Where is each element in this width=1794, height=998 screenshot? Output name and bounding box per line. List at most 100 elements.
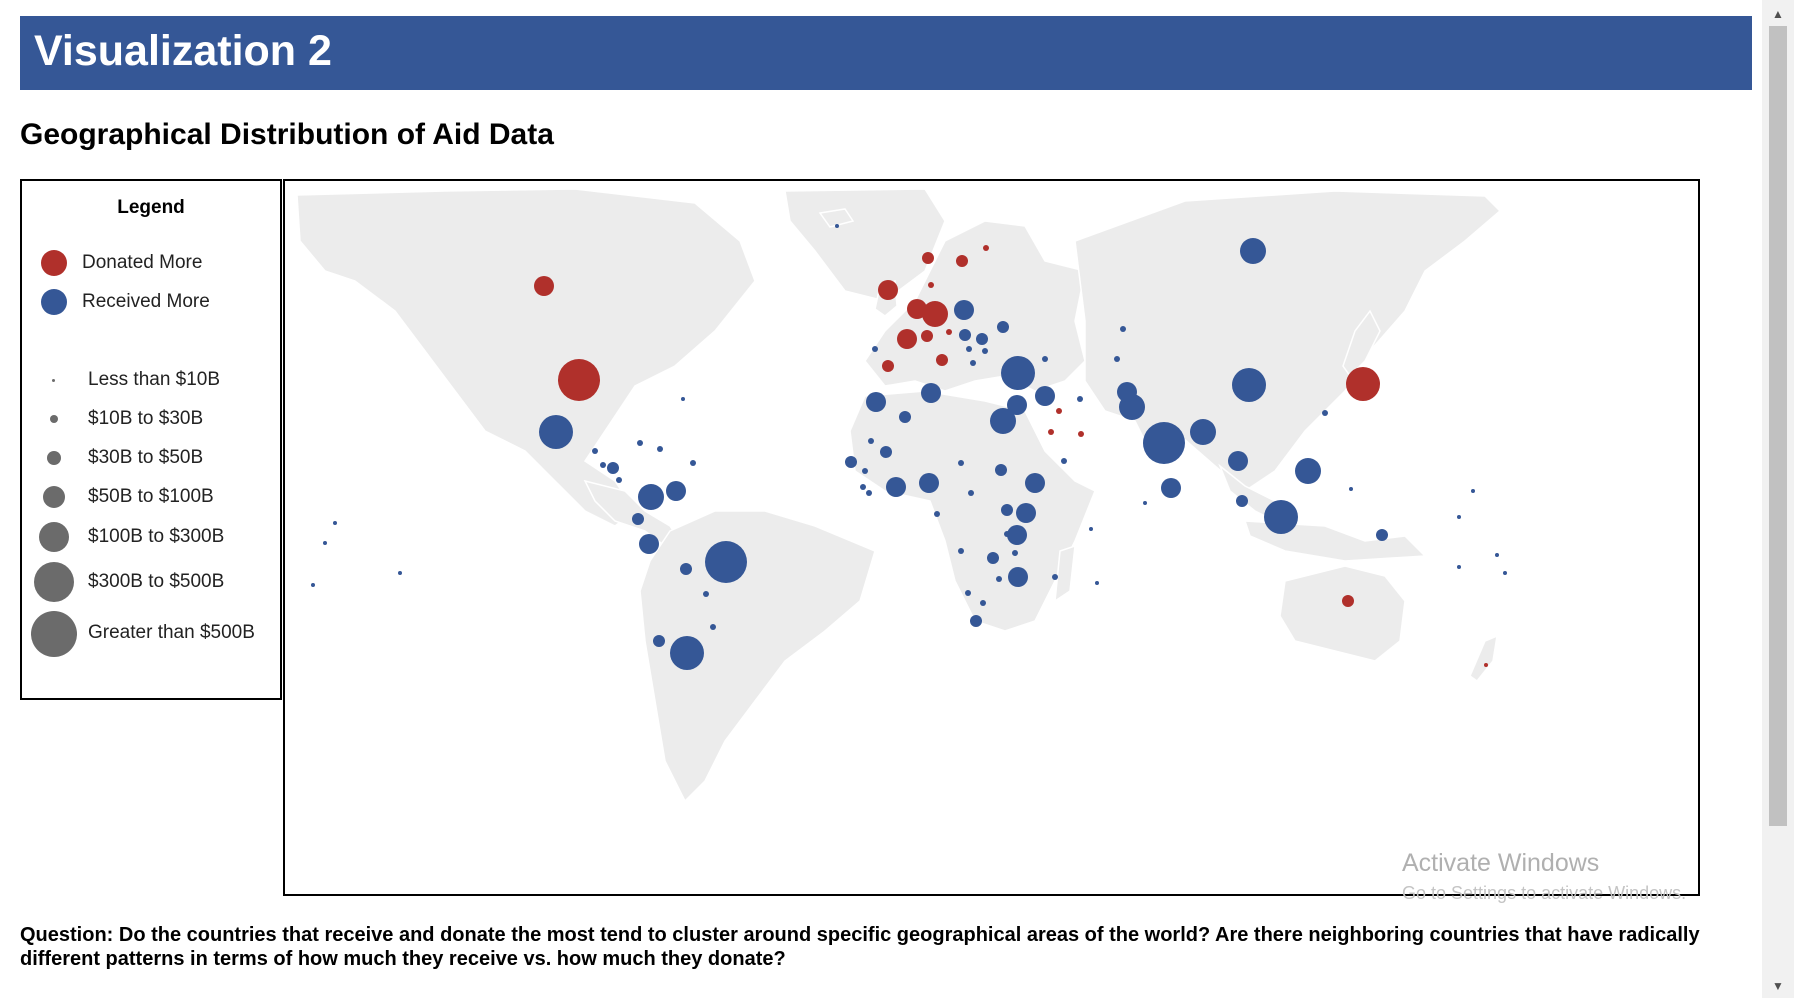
received-more-swatch xyxy=(41,289,67,315)
bubble-philippines xyxy=(1295,458,1321,484)
bubble-zambia xyxy=(987,552,999,564)
bubble-small xyxy=(1457,565,1461,569)
bubble-small xyxy=(681,397,685,401)
map-legend: Legend Donated More Received More Less t… xyxy=(20,179,282,700)
question-text: Question: Do the countries that receive … xyxy=(20,924,1700,970)
bubble-uae xyxy=(1078,431,1084,437)
bubble-small xyxy=(600,462,606,468)
bubble-small xyxy=(1042,356,1048,362)
bubble-small xyxy=(996,576,1002,582)
page-scrollbar[interactable]: ▲ ▼ xyxy=(1762,0,1794,998)
bubble-vietnam xyxy=(1228,451,1248,471)
bubble-india xyxy=(1143,422,1185,464)
legend-label: $10B to $30B xyxy=(88,408,204,429)
bubble-italy xyxy=(936,354,948,366)
bubble-peru xyxy=(639,534,659,554)
bubble-spain xyxy=(882,360,894,372)
donated-more-swatch xyxy=(41,250,67,276)
legend-donated-more: Donated More xyxy=(22,243,280,283)
land-new-zealand xyxy=(1469,634,1498,683)
bubble-small xyxy=(1114,356,1120,362)
bubble-small xyxy=(1471,489,1475,493)
legend-label: Received More xyxy=(82,291,210,312)
scroll-up-arrow-icon[interactable]: ▲ xyxy=(1772,7,1784,21)
bubble-dr-congo xyxy=(1001,504,1013,516)
bubble-small xyxy=(1143,501,1147,505)
bubble-small xyxy=(703,591,709,597)
bubble-small xyxy=(966,346,972,352)
legend-size-1: Less than $10B xyxy=(22,360,280,400)
bubble-small xyxy=(1322,410,1328,416)
bubble-sweden xyxy=(956,255,968,267)
bubble-egypt xyxy=(990,408,1016,434)
banner-title: Visualization 2 xyxy=(34,27,332,75)
size-swatch xyxy=(31,611,77,657)
bubble-small xyxy=(690,460,696,466)
bubble-small xyxy=(1349,487,1353,491)
bubble-china xyxy=(1232,368,1266,402)
bubble-australia xyxy=(1342,595,1354,607)
bubble-denmark xyxy=(928,282,934,288)
legend-size-3: $30B to $50B xyxy=(22,438,280,478)
land-iceland xyxy=(818,208,855,228)
bubble-small xyxy=(333,521,337,525)
bubble-japan xyxy=(1346,367,1380,401)
bubble-small xyxy=(1503,571,1507,575)
scrollbar-thumb[interactable] xyxy=(1769,26,1787,826)
land-madagascar xyxy=(1054,544,1076,603)
bubble-turkey xyxy=(1001,356,1035,390)
bubble-mozambique xyxy=(1008,567,1028,587)
size-swatch xyxy=(39,522,69,552)
bubble-small xyxy=(835,224,839,228)
legend-size-2: $10B to $30B xyxy=(22,399,280,439)
bubble-colombia xyxy=(638,484,664,510)
bubble-kenya xyxy=(1016,503,1036,523)
bubble-small xyxy=(311,583,315,587)
legend-label: $100B to $300B xyxy=(88,526,225,547)
windows-activation-hint: Go to Settings to activate Windows. xyxy=(1402,883,1687,903)
legend-size-5: $100B to $300B xyxy=(22,517,280,557)
land-australia xyxy=(1279,565,1406,662)
bubble-small xyxy=(1012,550,1018,556)
bubble-united-states xyxy=(558,359,600,401)
bubble-brazil xyxy=(705,541,747,583)
land-north-america xyxy=(296,188,756,527)
aid-bubbles xyxy=(311,224,1507,670)
bubble-small xyxy=(860,484,866,490)
legend-label: Greater than $500B xyxy=(88,622,255,643)
legend-label: $30B to $50B xyxy=(88,447,204,468)
legend-label: $300B to $500B xyxy=(88,571,225,592)
bubble-algeria xyxy=(899,411,911,423)
bubble-small xyxy=(398,571,402,575)
bubble-small xyxy=(868,438,874,444)
bubble-small xyxy=(710,624,716,630)
legend-size-4: $50B to $100B xyxy=(22,477,280,517)
bubble-small xyxy=(1052,574,1058,580)
land-south-america xyxy=(639,510,876,803)
legend-label: $50B to $100B xyxy=(88,486,214,507)
bubble-germany xyxy=(922,301,948,327)
bubble-small xyxy=(934,511,940,517)
scroll-down-arrow-icon[interactable]: ▼ xyxy=(1772,979,1784,993)
bubble-nigeria xyxy=(919,473,939,493)
bubble-ecuador xyxy=(632,513,644,525)
windows-activation-watermark: Activate Windows xyxy=(1402,849,1600,877)
bubble-small xyxy=(616,477,622,483)
land-japan xyxy=(1342,309,1381,378)
bubble-small xyxy=(958,548,964,554)
bubble-poland xyxy=(954,300,974,320)
bubble-small xyxy=(592,448,598,454)
bubble-small xyxy=(657,446,663,452)
land-greenland xyxy=(784,188,946,302)
bubble-finland xyxy=(983,245,989,251)
bubble-honduras xyxy=(607,462,619,474)
bubble-small xyxy=(1457,515,1461,519)
bubble-small xyxy=(1004,531,1010,537)
bubble-bolivia xyxy=(680,563,692,575)
bubble-small xyxy=(866,490,872,496)
bubble-argentina xyxy=(670,636,704,670)
bubble-chile xyxy=(653,635,665,647)
legend-received-more: Received More xyxy=(22,282,280,322)
bubble-venezuela xyxy=(666,481,686,501)
bubble-small xyxy=(958,460,964,466)
